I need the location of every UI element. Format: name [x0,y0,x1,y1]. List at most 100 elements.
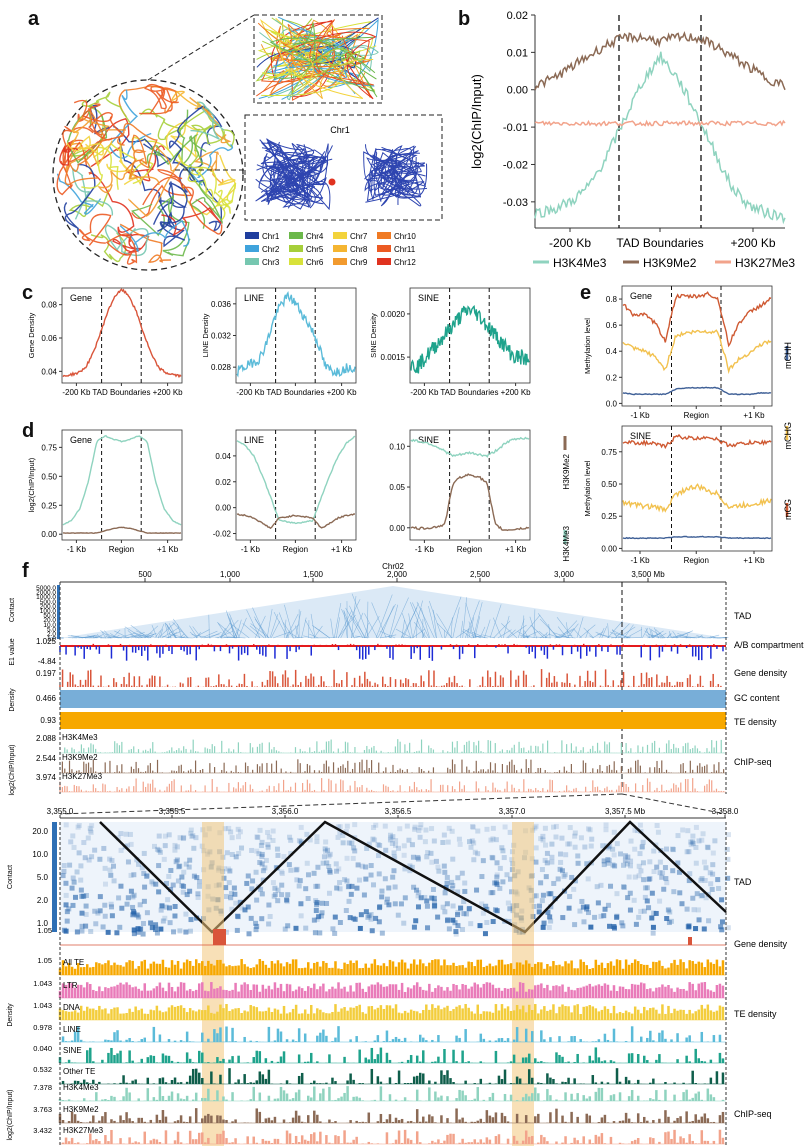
contact-pixel [542,825,548,831]
contact-pixel [638,908,644,914]
contact-pixel [179,882,185,888]
zoom-track-name-all-te: All TE [63,958,84,967]
contact-pixel [165,897,171,903]
tad-diag [295,610,302,639]
contact-pixel [131,892,137,898]
contact-pixel [594,884,600,890]
contact-pixel [166,873,172,879]
zoom-density-title: Density [7,1003,14,1027]
tad-diag [672,631,678,639]
contact-pixel [160,918,166,924]
contact-pixel [553,823,559,829]
contact-pixel [228,829,234,835]
contact-pixel [667,909,673,915]
contact-pixel [320,860,326,866]
contact-pixel [390,874,396,880]
contact-pixel [472,849,478,855]
zoom-tick-label: 3,357.0 [499,807,526,816]
contact-pixel [415,904,421,910]
contact-pixel [571,886,577,892]
contact-pixel [453,931,459,937]
contact-pixel [102,865,108,871]
contact-pixel [386,902,392,908]
chart-title: Gene [70,293,92,303]
contact-pixel [135,929,141,935]
contact-pixel [533,845,539,851]
x-tick-label: +200 Kb [501,388,532,397]
legend-label-mchg: mCHG [783,422,793,450]
tad-diag [254,615,266,639]
panel-e-charts: Gene 0.8 0.6 0.4 0.2 0.0 Methylation level -1 K… [583,285,793,565]
contact-pixel [686,923,692,929]
contact-pixel [636,863,642,869]
contact-pixel [653,910,659,916]
contact-pixel [74,929,80,935]
contact-pixel [285,923,291,929]
contact-pixel [508,889,514,895]
tad-diag [365,616,380,639]
contact-pixel [500,879,506,885]
contact-pixel [303,886,309,892]
tad-diag [548,633,560,639]
tad-diag [343,610,355,639]
contact-pixel [401,920,407,926]
contact-pixel [416,890,422,896]
plot-frame [621,285,773,407]
contact-pixel [131,909,137,915]
tad-diag [520,614,541,639]
contact-pixel [183,861,189,867]
contact-pixel [587,827,593,833]
legend-swatch-chr10 [377,232,391,239]
contact-pixel [315,864,321,870]
contact-pixel [600,843,606,849]
tad-diag [157,623,165,639]
density-axis-title: Density [9,688,16,712]
contact-pixel [148,920,154,926]
contact-pixel [555,876,561,882]
contact-pixel [691,907,697,913]
tad-diag [599,627,605,639]
contact-pixel [149,925,155,931]
x-tick-label: -1 Kb [630,411,650,420]
contact-pixel [167,920,173,926]
contact-pixel [266,921,272,927]
tad-diag [401,613,412,639]
chromosome-strand [186,105,223,169]
contact-pixel [538,880,544,886]
tad-diag [607,623,610,639]
contact-pixel [649,915,655,921]
y-tick-label: 0.0015 [381,353,406,362]
inset-strand [291,36,378,98]
contact-pixel [497,885,503,891]
contact-pixel [78,877,84,883]
chip-track-name-h3k27me3: H3K27Me3 [62,772,103,781]
contact-pixel [578,835,584,841]
contact-pixel [125,895,131,901]
contact-pixel [258,843,264,849]
chromosome-legend: Chr1 Chr4 Chr7 Chr10 Chr2 Chr5 Chr8 Chr11 Chr3 Ch… [245,232,416,267]
tad-diag [607,620,624,639]
contact-pixel [363,864,369,870]
y-tick-label: 0.08 [41,301,57,310]
contact-pixel [560,915,566,921]
tad-diag [615,632,631,639]
series-line-h3k4me3 [410,436,530,458]
contact-pixel [330,926,336,932]
contact-pixel [662,865,668,871]
contact-pixel [180,836,186,842]
contact-pixel [270,828,276,834]
contact-pixel [81,840,87,846]
legend-swatch-chr8 [333,245,347,252]
contact-pixel [150,881,156,887]
y-tick-label: -0.02 [503,159,528,171]
contact-pixel [490,855,496,861]
contact-pixel [647,876,653,882]
series-line-h3k9me2 [534,30,786,91]
legend-swatch-chr9 [333,258,347,265]
tad-diag [428,605,437,639]
contact-pixel [64,918,70,924]
contact-pixel [431,899,437,905]
contact-pixel [425,925,431,931]
contact-pixel [543,842,549,848]
contact-pixel [575,860,581,866]
